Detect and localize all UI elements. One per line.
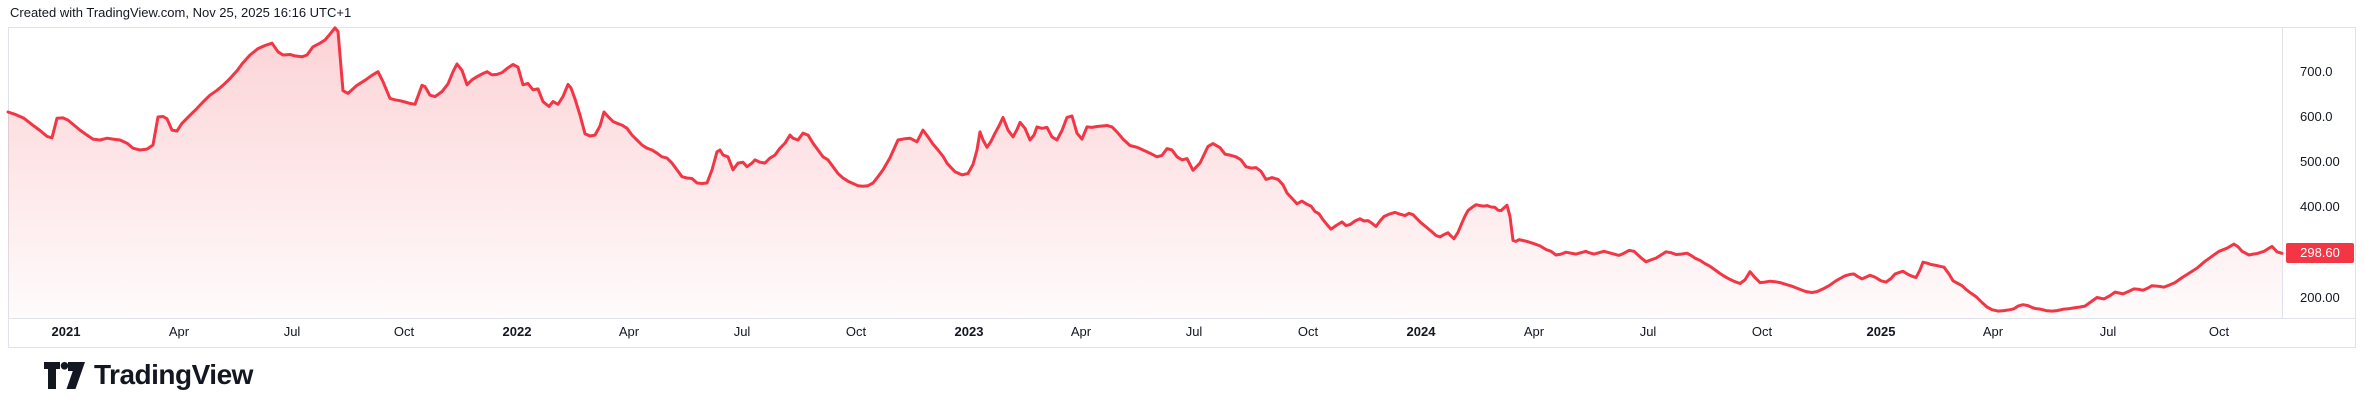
time-scale-month-label: Apr bbox=[1982, 324, 2004, 339]
time-scale-month-label: Oct bbox=[845, 324, 867, 339]
time-scale-month-label: Oct bbox=[393, 324, 415, 339]
time-scale-month-label: Jul bbox=[1185, 324, 1203, 339]
time-scale-year-label: 2022 bbox=[502, 324, 532, 339]
price-line bbox=[6, 26, 2284, 313]
time-scale-month-label: Apr bbox=[168, 324, 190, 339]
time-scale-month-label: Apr bbox=[1523, 324, 1545, 339]
attribution-text: Created with TradingView.com, Nov 25, 20… bbox=[10, 5, 352, 20]
time-scale-year-label: 2024 bbox=[1406, 324, 1436, 339]
time-scale-month-label: Oct bbox=[1297, 324, 1319, 339]
time-scale-month-label: Jul bbox=[733, 324, 751, 339]
tradingview-logo[interactable]: TradingView bbox=[44, 361, 253, 389]
time-scale-separator bbox=[8, 318, 2356, 319]
time-scale-month-label: Jul bbox=[283, 324, 301, 339]
time-scale-month-label: Jul bbox=[1639, 324, 1657, 339]
area-fill bbox=[8, 27, 2282, 319]
time-scale-year-label: 2021 bbox=[51, 324, 81, 339]
frame-bottom-border bbox=[8, 347, 2356, 348]
price-scale-separator bbox=[2282, 27, 2283, 318]
time-scale-month-label: Apr bbox=[618, 324, 640, 339]
price-scale-label: 700.0 bbox=[2300, 63, 2333, 79]
last-price-badge: 298.60 bbox=[2286, 243, 2354, 264]
frame-top-border bbox=[8, 27, 2356, 28]
price-scale-label: 500.00 bbox=[2300, 154, 2340, 170]
tradingview-logo-text: TradingView bbox=[94, 359, 253, 390]
price-scale-label: 400.00 bbox=[2300, 199, 2340, 215]
tradingview-logo-icon bbox=[44, 361, 85, 389]
time-scale-month-label: Oct bbox=[2208, 324, 2230, 339]
time-scale-month-label: Oct bbox=[1751, 324, 1773, 339]
price-scale-label: 600.0 bbox=[2300, 108, 2333, 124]
frame-right-border bbox=[2355, 27, 2356, 348]
time-scale-month-label: Apr bbox=[1070, 324, 1092, 339]
time-scale-year-label: 2023 bbox=[954, 324, 984, 339]
price-scale-label: 200.00 bbox=[2300, 289, 2340, 305]
time-scale-month-label: Jul bbox=[2099, 324, 2117, 339]
time-scale-year-label: 2025 bbox=[1866, 324, 1896, 339]
